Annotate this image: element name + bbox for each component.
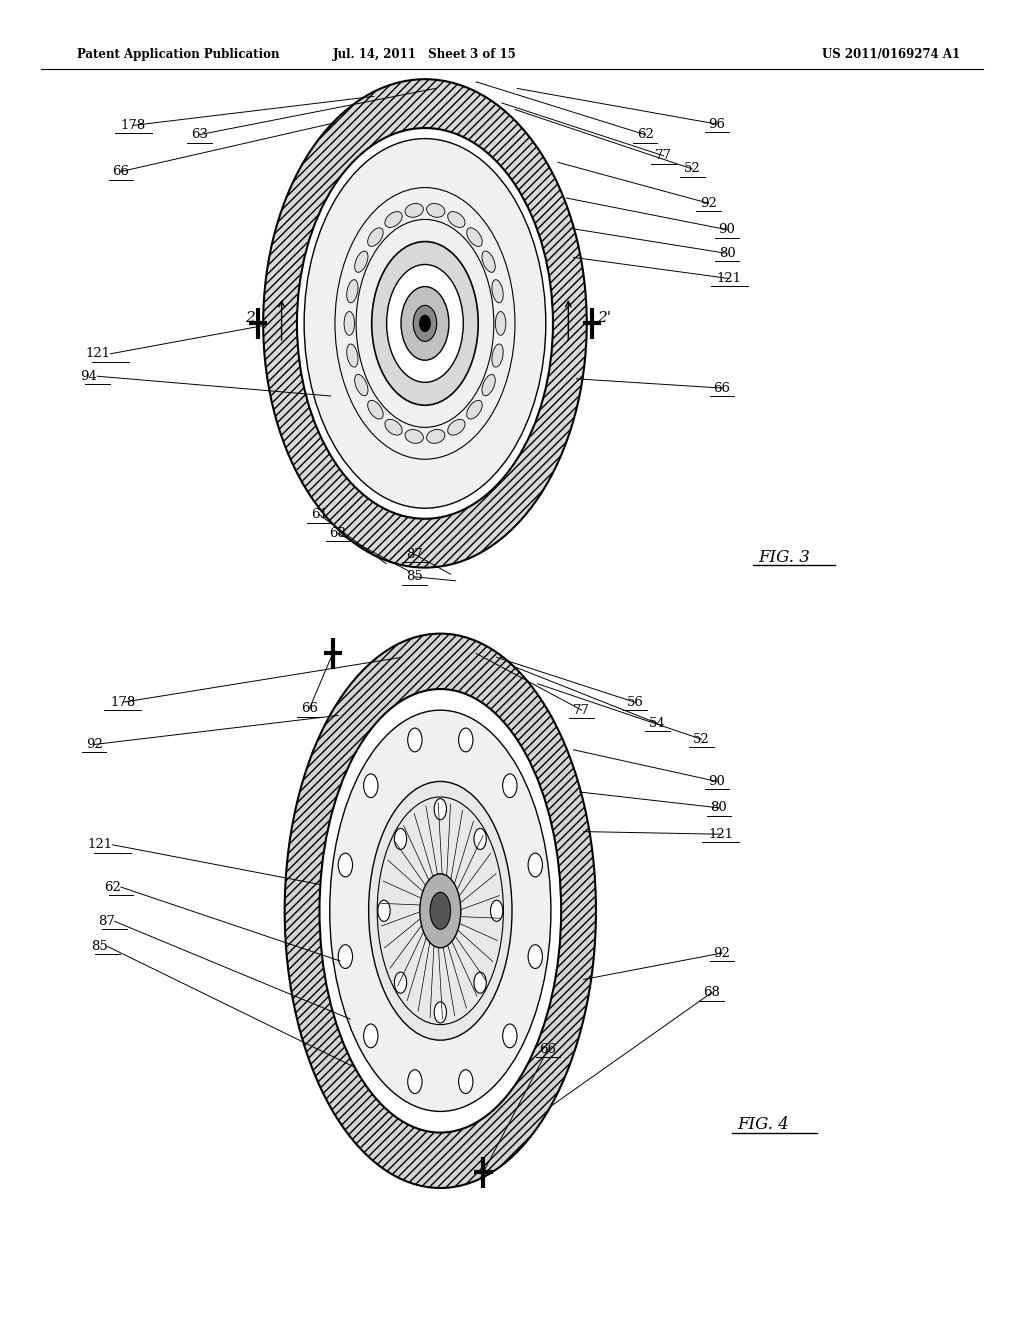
Text: 66: 66: [540, 1043, 556, 1056]
Ellipse shape: [427, 203, 444, 218]
Ellipse shape: [347, 280, 358, 302]
Text: 96: 96: [709, 117, 725, 131]
Text: 56: 56: [627, 696, 643, 709]
Ellipse shape: [474, 829, 486, 850]
Ellipse shape: [385, 420, 402, 436]
Text: 54: 54: [649, 717, 666, 730]
Ellipse shape: [319, 689, 561, 1133]
Text: 85: 85: [91, 940, 108, 953]
Ellipse shape: [347, 345, 358, 367]
Ellipse shape: [492, 345, 503, 367]
Ellipse shape: [338, 945, 352, 969]
Text: 66: 66: [301, 702, 317, 715]
Text: US 2011/0169274 A1: US 2011/0169274 A1: [822, 48, 959, 61]
Text: 178: 178: [111, 696, 135, 709]
Text: 77: 77: [573, 704, 590, 717]
Ellipse shape: [434, 1002, 446, 1023]
Ellipse shape: [528, 945, 543, 969]
Text: Jul. 14, 2011   Sheet 3 of 15: Jul. 14, 2011 Sheet 3 of 15: [333, 48, 517, 61]
Ellipse shape: [368, 400, 383, 418]
Ellipse shape: [430, 892, 451, 929]
Ellipse shape: [263, 79, 587, 568]
Ellipse shape: [490, 900, 503, 921]
Text: 52: 52: [693, 733, 710, 746]
Ellipse shape: [474, 972, 486, 993]
Ellipse shape: [447, 211, 465, 227]
Ellipse shape: [496, 312, 506, 335]
Ellipse shape: [503, 774, 517, 797]
Ellipse shape: [394, 972, 407, 993]
Ellipse shape: [369, 781, 512, 1040]
Text: 92: 92: [714, 946, 730, 960]
Ellipse shape: [394, 829, 407, 850]
Text: 87: 87: [407, 548, 423, 561]
Ellipse shape: [387, 264, 463, 383]
Ellipse shape: [492, 280, 503, 302]
Ellipse shape: [338, 853, 352, 876]
Ellipse shape: [401, 286, 449, 360]
Ellipse shape: [304, 139, 546, 508]
Text: 2': 2': [597, 312, 611, 325]
Text: FIG. 3: FIG. 3: [758, 549, 810, 565]
Ellipse shape: [414, 305, 436, 342]
Ellipse shape: [344, 312, 354, 335]
Ellipse shape: [408, 1069, 422, 1093]
Text: 63: 63: [191, 128, 208, 141]
Ellipse shape: [354, 251, 368, 272]
Ellipse shape: [297, 128, 553, 519]
Ellipse shape: [447, 420, 465, 436]
Text: 90: 90: [719, 223, 735, 236]
Ellipse shape: [372, 242, 478, 405]
Ellipse shape: [420, 874, 461, 948]
Ellipse shape: [420, 315, 430, 331]
Text: 121: 121: [85, 347, 111, 360]
Text: 80: 80: [711, 801, 727, 814]
Ellipse shape: [406, 203, 423, 218]
Ellipse shape: [406, 429, 423, 444]
Text: 121: 121: [87, 838, 113, 851]
Ellipse shape: [467, 400, 482, 418]
Text: 61: 61: [311, 508, 328, 521]
Text: 77: 77: [655, 149, 672, 162]
Ellipse shape: [427, 429, 444, 444]
Text: 92: 92: [700, 197, 717, 210]
Text: 52: 52: [684, 162, 700, 176]
Ellipse shape: [503, 1024, 517, 1048]
Ellipse shape: [482, 251, 496, 272]
Ellipse shape: [378, 900, 390, 921]
Ellipse shape: [385, 211, 402, 227]
Ellipse shape: [285, 634, 596, 1188]
Text: 62: 62: [637, 128, 653, 141]
Text: 80: 80: [719, 247, 735, 260]
Ellipse shape: [408, 729, 422, 752]
Text: FIG. 4: FIG. 4: [737, 1117, 790, 1133]
Text: 121: 121: [709, 828, 733, 841]
Ellipse shape: [459, 1069, 473, 1093]
Text: 2: 2: [245, 312, 255, 325]
Text: 68: 68: [330, 527, 346, 540]
Text: 94: 94: [81, 370, 97, 383]
Text: 68: 68: [703, 986, 720, 999]
Text: 85: 85: [407, 570, 423, 583]
Text: 62: 62: [104, 880, 121, 894]
Ellipse shape: [364, 774, 378, 797]
Text: 66: 66: [714, 381, 730, 395]
Ellipse shape: [364, 1024, 378, 1048]
Ellipse shape: [528, 853, 543, 876]
Text: 121: 121: [717, 272, 741, 285]
Ellipse shape: [354, 375, 368, 396]
Ellipse shape: [368, 228, 383, 247]
Text: 87: 87: [98, 915, 115, 928]
Ellipse shape: [467, 228, 482, 247]
Text: 90: 90: [709, 775, 725, 788]
Ellipse shape: [459, 729, 473, 752]
Text: 178: 178: [121, 119, 145, 132]
Ellipse shape: [330, 710, 551, 1111]
Text: Patent Application Publication: Patent Application Publication: [77, 48, 280, 61]
Text: 92: 92: [86, 738, 102, 751]
Ellipse shape: [482, 375, 496, 396]
Ellipse shape: [434, 799, 446, 820]
Text: 66: 66: [113, 165, 129, 178]
